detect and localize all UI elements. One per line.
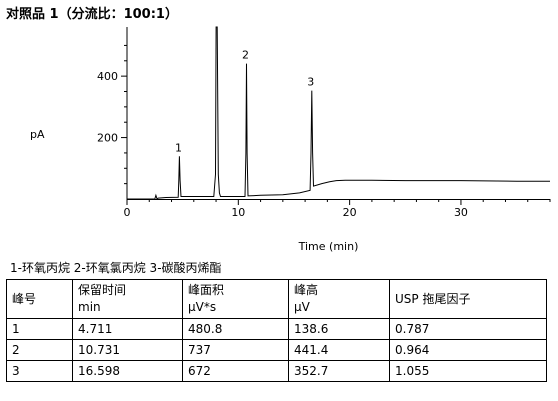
cell-retention-time: 10.731 (72, 339, 183, 361)
x-tick-label: 0 (124, 206, 131, 219)
cell-peak-number: 2 (6, 339, 73, 361)
y-tick-label: 200 (97, 132, 118, 145)
header-usp-tailing-label: USP 拖尾因子 (395, 291, 471, 306)
cell-peak-height: 441.4 (288, 339, 390, 361)
cell-peak-height: 138.6 (288, 318, 390, 340)
cell-usp-tailing: 1.055 (389, 360, 547, 382)
peak-table: 峰号 保留时间 min 峰面积 μV*s 峰高 μV USP 拖尾因子 1 4.… (6, 279, 547, 382)
cell-peak-area: 480.8 (182, 318, 289, 340)
table-row: 3 16.598 672 352.7 1.055 (6, 360, 547, 382)
header-usp-tailing: USP 拖尾因子 (389, 279, 547, 319)
x-axis-label: Time (min) (298, 240, 359, 253)
cell-retention-time: 16.598 (72, 360, 183, 382)
cell-peak-area: 672 (182, 360, 289, 382)
cell-peak-height: 352.7 (288, 360, 390, 382)
cell-usp-tailing: 0.787 (389, 318, 547, 340)
header-peak-number: 峰号 (6, 279, 73, 319)
header-peak-height-unit: μV (294, 300, 310, 314)
table-row: 2 10.731 737 441.4 0.964 (6, 339, 547, 361)
cell-usp-tailing: 0.964 (389, 339, 547, 361)
header-peak-number-label: 峰号 (12, 291, 37, 306)
cell-peak-area: 737 (182, 339, 289, 361)
chromatogram-trace (127, 26, 550, 200)
header-retention-time-unit: min (78, 300, 101, 314)
header-retention-time: 保留时间 min (72, 279, 183, 319)
cell-peak-number: 3 (6, 360, 73, 382)
header-peak-area-unit: μV*s (188, 300, 217, 314)
chromatogram-chart: 0 10 20 30 200 400 Time (min) pA 1 2 3 (30, 26, 551, 253)
table-row: 1 4.711 480.8 138.6 0.787 (6, 318, 547, 340)
cell-peak-number: 1 (6, 318, 73, 340)
y-axis-label: pA (30, 128, 45, 141)
header-peak-area-label: 峰面积 (188, 283, 225, 297)
table-header-row: 峰号 保留时间 min 峰面积 μV*s 峰高 μV USP 拖尾因子 (6, 279, 547, 319)
x-tick-label: 30 (454, 206, 468, 219)
x-tick-label: 20 (343, 206, 357, 219)
cell-retention-time: 4.711 (72, 318, 183, 340)
header-peak-area: 峰面积 μV*s (182, 279, 289, 319)
peak-label: 1 (175, 141, 182, 154)
x-tick-label: 10 (231, 206, 245, 219)
y-tick-label: 400 (97, 70, 118, 83)
peak-label: 3 (307, 76, 314, 89)
page-title: 对照品 1（分流比：100:1） (6, 7, 178, 22)
peak-label: 2 (242, 49, 249, 62)
header-retention-time-label: 保留时间 (78, 283, 127, 297)
header-peak-height: 峰高 μV (288, 279, 390, 319)
header-peak-height-label: 峰高 (294, 283, 319, 297)
peak-legend: 1-环氧丙烷 2-环氧氯丙烷 3-碳酸丙烯酯 (10, 261, 222, 275)
